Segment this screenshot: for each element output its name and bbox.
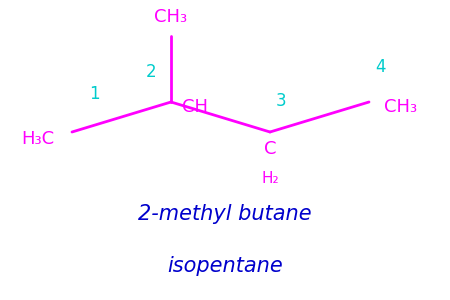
Text: CH₃: CH₃ — [154, 8, 188, 26]
Text: CH₃: CH₃ — [384, 98, 417, 116]
Text: 4: 4 — [375, 58, 386, 76]
Text: H₃C: H₃C — [22, 130, 55, 148]
Text: 3: 3 — [276, 92, 287, 110]
Text: H₂: H₂ — [261, 171, 279, 186]
Text: 1: 1 — [89, 85, 100, 103]
Text: isopentane: isopentane — [167, 256, 283, 275]
Text: C: C — [264, 140, 276, 158]
Text: 2-methyl butane: 2-methyl butane — [138, 205, 312, 224]
Text: 2: 2 — [145, 63, 156, 81]
Text: CH: CH — [182, 98, 208, 116]
